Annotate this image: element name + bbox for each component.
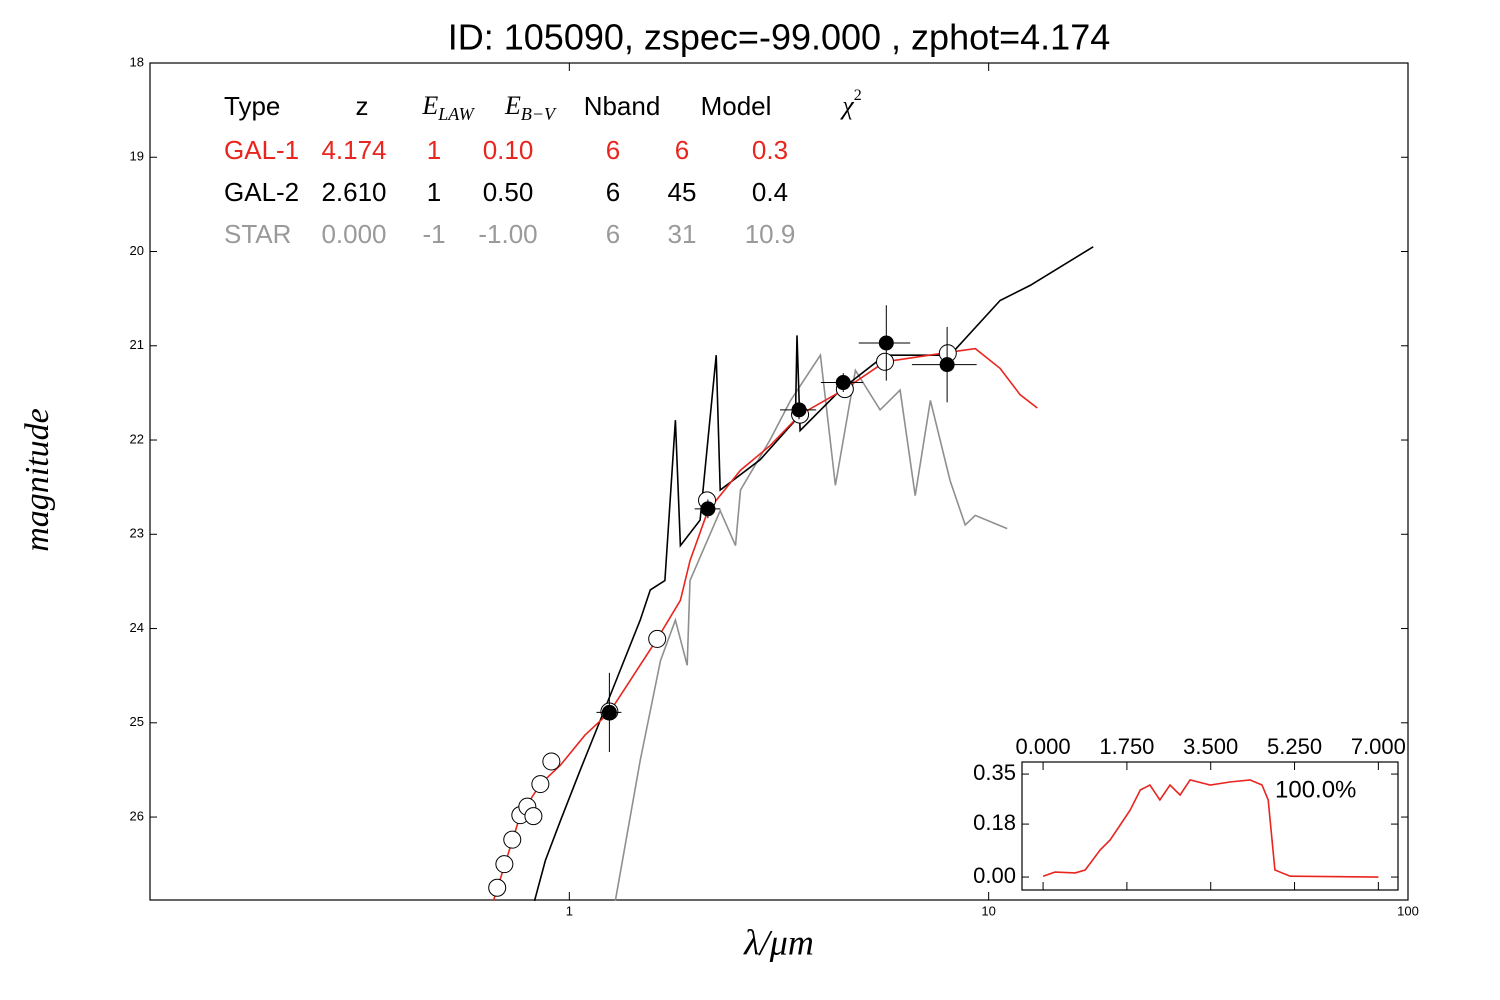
line bbox=[533, 246, 1094, 902]
table-cell: 45 bbox=[668, 177, 697, 207]
filled-point bbox=[878, 335, 894, 351]
table-header: z bbox=[356, 91, 369, 121]
table-header: ELAW bbox=[421, 91, 475, 124]
header-text: Type bbox=[224, 91, 280, 121]
x-tick-label: 100 bbox=[1397, 903, 1419, 918]
y-tick-label: 0.35 bbox=[973, 760, 1016, 785]
x-tick-label: 10 bbox=[981, 903, 995, 918]
annotation: 100.0% bbox=[1275, 776, 1356, 803]
table-cell: 0.4 bbox=[752, 177, 788, 207]
open-point bbox=[503, 830, 522, 849]
table-cell: 6 bbox=[675, 135, 689, 165]
header-text: χ bbox=[839, 91, 854, 120]
inset-background bbox=[1022, 762, 1398, 890]
y-tick-label: 24 bbox=[130, 620, 144, 635]
open-point bbox=[648, 629, 667, 648]
y-tick-label: 20 bbox=[130, 243, 144, 258]
line bbox=[614, 352, 1008, 902]
x-tick-label: 0.000 bbox=[1016, 734, 1071, 759]
filled-point bbox=[791, 402, 807, 418]
open-point bbox=[488, 878, 507, 897]
header-text: E bbox=[504, 91, 521, 120]
header-text: E bbox=[421, 91, 438, 120]
chart-title: ID: 105090, zspec=-99.000 , zphot=4.174 bbox=[448, 17, 1110, 58]
y-tick-label: 21 bbox=[130, 337, 144, 352]
plot-frame bbox=[1021, 761, 1399, 891]
open-point bbox=[542, 752, 561, 771]
y-tick-label: 25 bbox=[130, 714, 144, 729]
filled-point bbox=[835, 375, 851, 391]
table-cell: 4.174 bbox=[321, 135, 386, 165]
table-header: Nband bbox=[584, 91, 661, 121]
open-point bbox=[495, 855, 514, 874]
y-tick-label: 22 bbox=[130, 431, 144, 446]
table-cell: 6 bbox=[606, 135, 620, 165]
header-text: z bbox=[356, 91, 369, 121]
header-sub: LAW bbox=[437, 104, 475, 124]
table-cell: 6 bbox=[606, 177, 620, 207]
y-tick-label: 0.18 bbox=[973, 810, 1016, 835]
y-tick-label: 23 bbox=[130, 526, 144, 541]
y-tick-label: 0.00 bbox=[973, 863, 1016, 888]
filled-point bbox=[939, 357, 955, 373]
x-tick-label: 1 bbox=[566, 903, 573, 918]
table-header: Type bbox=[224, 91, 280, 121]
table-cell: GAL-1 bbox=[224, 135, 299, 165]
header-sup: 2 bbox=[854, 87, 862, 104]
table-header: EB−V bbox=[504, 91, 557, 124]
table-cell: STAR bbox=[224, 219, 291, 249]
filled-point bbox=[601, 704, 617, 720]
x-tick-label: 7.000 bbox=[1351, 734, 1406, 759]
table-cell: 1 bbox=[427, 135, 441, 165]
table-cell: -1.00 bbox=[478, 219, 537, 249]
table-cell: 0.10 bbox=[483, 135, 534, 165]
table-cell: 31 bbox=[668, 219, 697, 249]
table-cell: 0.000 bbox=[321, 219, 386, 249]
table-header: Model bbox=[701, 91, 772, 121]
header-text: Model bbox=[701, 91, 772, 121]
table-cell: 2.610 bbox=[321, 177, 386, 207]
line bbox=[492, 347, 1038, 902]
open-point bbox=[876, 352, 895, 371]
table-cell: 1 bbox=[427, 177, 441, 207]
y-tick-label: 19 bbox=[130, 149, 144, 164]
open-point bbox=[524, 807, 543, 826]
y-tick-label: 18 bbox=[130, 54, 144, 69]
y-tick-label: 26 bbox=[130, 808, 144, 823]
filled-point bbox=[700, 501, 716, 517]
plot-frame bbox=[149, 62, 1409, 901]
table-header: χ2 bbox=[839, 87, 861, 120]
x-axis-label: λ/μm bbox=[743, 922, 814, 962]
table-cell: 6 bbox=[606, 219, 620, 249]
table-cell: 0.3 bbox=[752, 135, 788, 165]
y-axis-label: magnitude bbox=[19, 408, 56, 552]
line bbox=[1042, 778, 1379, 878]
table-cell: 10.9 bbox=[745, 219, 796, 249]
x-tick-label: 1.750 bbox=[1099, 734, 1154, 759]
table-cell: GAL-2 bbox=[224, 177, 299, 207]
x-tick-label: 3.500 bbox=[1183, 734, 1238, 759]
header-sub: B−V bbox=[521, 104, 557, 124]
table-cell: -1 bbox=[422, 219, 445, 249]
x-tick-label: 5.250 bbox=[1267, 734, 1322, 759]
open-point bbox=[531, 775, 550, 794]
table-cell: 0.50 bbox=[483, 177, 534, 207]
header-text: Nband bbox=[584, 91, 661, 121]
